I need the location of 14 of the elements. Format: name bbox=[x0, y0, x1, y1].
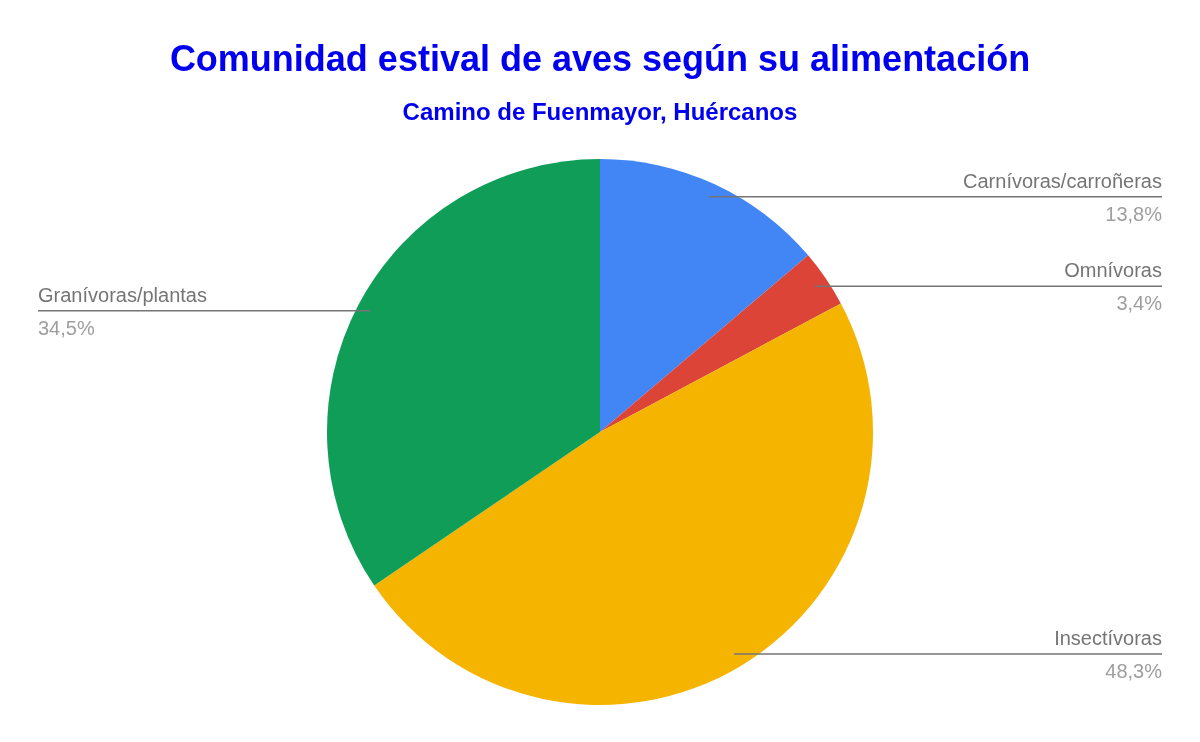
slice-label: Omnívoras bbox=[1064, 259, 1162, 282]
data-label: 3,4% bbox=[1116, 292, 1163, 315]
data-label: 48,3% bbox=[1105, 659, 1163, 682]
chart-subtitle: Camino de Fuenmayor, Huércanos bbox=[402, 98, 798, 125]
slice-label: Granívoras/plantas bbox=[38, 283, 207, 306]
pie-slice bbox=[600, 255, 841, 432]
slice-label: Carnívoras/carroñeras bbox=[963, 169, 1162, 192]
pie-slice bbox=[600, 159, 809, 432]
pie-slice bbox=[327, 159, 600, 586]
data-label: 13,8% bbox=[1105, 202, 1163, 225]
pie-slice bbox=[374, 303, 873, 705]
data-label: 34,5% bbox=[38, 316, 95, 339]
slice-label: Insectívoras bbox=[1054, 626, 1162, 649]
chart-title: Comunidad estival de aves según su alimentación bbox=[169, 38, 1031, 79]
